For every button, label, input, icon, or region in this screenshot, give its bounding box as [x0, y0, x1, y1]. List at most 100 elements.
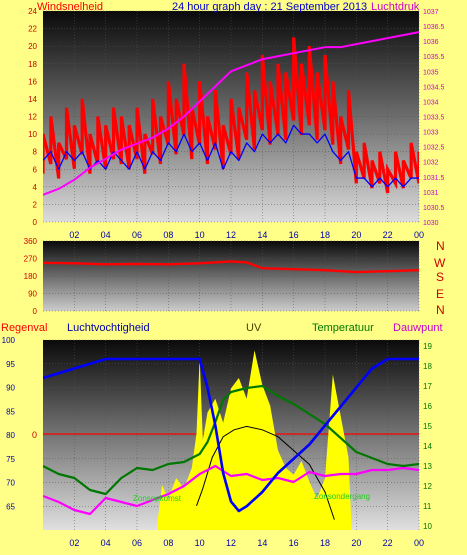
wind-y-tick-label: 12 [28, 113, 37, 122]
pressure-y-tick-label: 1034.5 [423, 84, 445, 91]
temperature-line [43, 384, 419, 496]
pressure-y-tick-label: 1033 [423, 130, 439, 137]
wind-x-tick-label: 08 [163, 230, 173, 240]
temperature-y-tick-label: 17 [423, 382, 432, 391]
compass-e: E [436, 287, 444, 301]
pressure-y-tick-label: 1035.5 [423, 54, 445, 61]
temperature-y-tick-label: 15 [423, 422, 432, 431]
direction-y-tick-label: 0 [33, 307, 38, 316]
pressure-y-tick-label: 1033.5 [423, 115, 445, 122]
wind-x-tick-label: 20 [351, 230, 361, 240]
humidity-x-tick-label: 20 [351, 538, 361, 548]
wind-x-tick-label: 06 [132, 230, 142, 240]
wind-x-tick-label: 14 [257, 230, 267, 240]
pressure-y-tick-label: 1031.5 [423, 175, 445, 182]
chart-title: 24 hour graph day : 21 September 2013 [172, 1, 367, 13]
humidity-x-tick-label: 04 [101, 538, 111, 548]
pressure-line [43, 31, 419, 196]
wind-x-tick-label: 10 [195, 230, 205, 240]
humidity-y-tick-label: 65 [6, 502, 15, 511]
pressure-y-tick-label: 1031 [423, 190, 439, 197]
humidity-y-tick-label: 90 [6, 384, 15, 393]
wind-y-tick-label: 0 [33, 218, 38, 227]
wind-y-tick-label: 24 [28, 7, 37, 16]
temperature-y-tick-label: 16 [423, 402, 432, 411]
wind-y-tick-label: 20 [28, 42, 37, 51]
wind-y-tick-label: 16 [28, 77, 37, 86]
humidity-y-tick-label: 80 [6, 431, 15, 440]
humidity-y-tick-label: 100 [2, 336, 16, 345]
wind-y-tick-label: 14 [28, 95, 37, 104]
wind-x-tick-label: 00 [414, 230, 424, 240]
pressure-y-tick-label: 1036 [423, 39, 439, 46]
temperature-y-tick-label: 14 [423, 442, 432, 451]
wind-y-tick-label: 22 [28, 25, 37, 34]
compass-s: S [436, 270, 444, 284]
humidity-header: Luchtvochtigheid [67, 322, 150, 334]
compass-w: W [434, 256, 446, 270]
wind-y-tick-label: 18 [28, 60, 37, 69]
uv-header: UV [246, 322, 262, 334]
wind-x-tick-label: 16 [289, 230, 299, 240]
header-pressure-label: Luchtdruk [371, 1, 420, 13]
humidity-x-tick-label: 22 [383, 538, 393, 548]
wind-x-tick-label: 22 [383, 230, 393, 240]
humidity-line [43, 357, 419, 513]
wind-y-tick-label: 6 [33, 165, 38, 174]
temperature-y-tick-label: 19 [423, 342, 432, 351]
temperature-y-tick-label: 11 [423, 502, 432, 511]
direction-y-tick-label: 180 [24, 272, 38, 281]
pressure-y-tick-label: 1032 [423, 160, 439, 167]
wind-y-tick-label: 2 [33, 200, 38, 209]
direction-y-tick-label: 360 [24, 237, 38, 246]
humidity-x-tick-label: 02 [69, 538, 79, 548]
pressure-y-tick-label: 1037 [423, 9, 439, 16]
humidity-x-tick-label: 10 [195, 538, 205, 548]
dewpoint-header: Dauwpunt [393, 322, 443, 334]
wind-y-tick-label: 4 [33, 183, 38, 192]
humidity-x-tick-label: 16 [289, 538, 299, 548]
humidity-x-tick-label: 12 [226, 538, 236, 548]
sunset-label: Zonsondergang [314, 492, 370, 501]
pressure-y-tick-label: 1030.5 [423, 205, 445, 212]
direction-y-tick-label: 90 [28, 290, 37, 299]
compass-n-bottom: N [436, 303, 445, 317]
header-wind-label: Windsnelheid [37, 1, 103, 13]
direction-panel [43, 241, 419, 311]
temperature-y-tick-label: 18 [423, 362, 432, 371]
temperature-y-tick-label: 10 [423, 522, 432, 531]
direction-y-tick-label: 270 [24, 255, 38, 264]
dewpoint-line [43, 464, 419, 516]
pressure-y-tick-label: 1034 [423, 99, 439, 106]
temperature-y-tick-label: 13 [423, 462, 432, 471]
humidity-x-tick-label: 14 [257, 538, 267, 548]
wind-y-tick-label: 10 [28, 130, 37, 139]
temperature-y-tick-label: 12 [423, 482, 432, 491]
wind-average-line [43, 124, 419, 188]
wind-speed-line [43, 37, 419, 194]
humidity-x-tick-label: 08 [163, 538, 173, 548]
rain-zero-label: 0 [32, 430, 37, 440]
rain-header: Regenval [1, 322, 47, 334]
solar-line [196, 425, 335, 520]
wind-x-tick-label: 02 [69, 230, 79, 240]
pressure-y-tick-label: 1030 [423, 220, 439, 227]
temperature-header: Temperatuur [312, 322, 374, 334]
humidity-y-tick-label: 85 [6, 407, 15, 416]
wind-y-tick-label: 8 [33, 148, 38, 157]
wind-x-tick-label: 12 [226, 230, 236, 240]
humidity-x-tick-label: 18 [320, 538, 330, 548]
pressure-y-tick-label: 1035 [423, 69, 439, 76]
wind-direction-line [43, 260, 419, 274]
humidity-y-tick-label: 70 [6, 479, 15, 488]
humidity-x-tick-label: 00 [414, 538, 424, 548]
compass-n-top: N [436, 239, 445, 253]
humidity-y-tick-label: 75 [6, 455, 15, 464]
uv-area [157, 350, 352, 530]
sunrise-label: Zonsopkomst [133, 494, 182, 503]
wind-x-tick-label: 04 [101, 230, 111, 240]
pressure-y-tick-label: 1032.5 [423, 145, 445, 152]
humidity-x-tick-label: 06 [132, 538, 142, 548]
humidity-y-tick-label: 95 [6, 360, 15, 369]
